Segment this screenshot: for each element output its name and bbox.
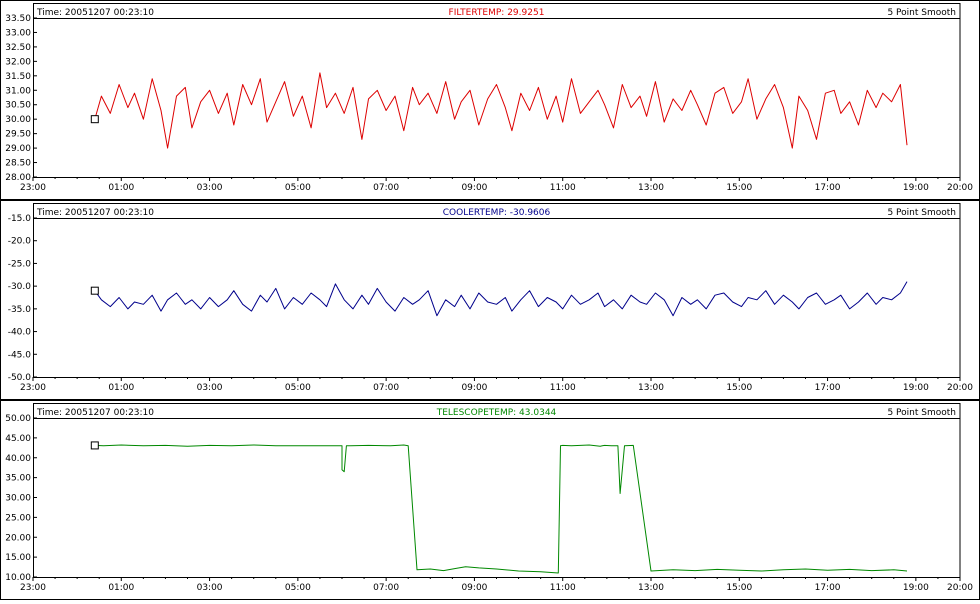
smoothing-label: 5 Point Smooth	[887, 408, 956, 418]
y-tick-label: 33.50	[5, 14, 31, 24]
y-tick-label: 15.00	[5, 553, 31, 563]
x-tick-label: 01:00	[108, 383, 134, 393]
x-tick-label: 09:00	[461, 183, 487, 193]
y-tick-label: -15.0	[8, 214, 32, 224]
panel-frame	[0, 400, 980, 600]
y-tick-label: 45.00	[5, 434, 31, 444]
x-tick-label: 11:00	[550, 583, 576, 593]
chart-title: COOLERTEMP: -30.9606	[443, 208, 551, 218]
smoothing-label: 5 Point Smooth	[887, 8, 956, 18]
y-tick-label: 28.00	[5, 173, 31, 183]
y-tick-label: 50.00	[5, 414, 31, 424]
smoothing-label: 5 Point Smooth	[887, 208, 956, 218]
y-tick-label: -25.0	[8, 259, 32, 269]
chart-panel-1: Time: 20051207 00:23:10 FILTERTEMP: 29.92…	[0, 0, 980, 200]
series-line	[94, 444, 908, 574]
y-tick-label: -45.0	[8, 350, 32, 360]
series-line	[94, 281, 908, 317]
y-tick-label: -30.0	[8, 282, 32, 292]
time-label: Time: 20051207 00:23:10	[36, 208, 154, 218]
y-tick-label: 35.00	[5, 474, 31, 484]
y-tick-label: -35.0	[8, 305, 32, 315]
y-tick-label: 30.00	[5, 115, 31, 125]
x-tick-label: 09:00	[461, 583, 487, 593]
x-tick-label: 20:00	[947, 583, 973, 593]
panel-frame	[0, 0, 980, 200]
x-tick-label: 13:00	[638, 583, 664, 593]
y-tick-label: 33.00	[5, 28, 31, 38]
y-tick-label: 30.50	[5, 101, 31, 111]
x-tick-label: 20:00	[947, 383, 973, 393]
y-tick-label: 32.00	[5, 57, 31, 67]
series-line	[94, 72, 908, 149]
x-tick-label: 03:00	[197, 583, 223, 593]
y-tick-label: 25.00	[5, 513, 31, 523]
x-tick-label: 07:00	[373, 383, 399, 393]
time-label: Time: 20051207 00:23:10	[36, 8, 154, 18]
x-tick-label: 03:00	[197, 183, 223, 193]
x-tick-label: 05:00	[285, 383, 311, 393]
panel-frame	[0, 200, 980, 400]
x-tick-label: 17:00	[815, 183, 841, 193]
x-tick-label: 19:00	[903, 583, 929, 593]
chart-panel-3: Time: 20051207 00:23:10 TELESCOPETEMP: 43…	[0, 400, 980, 600]
y-tick-label: 31.00	[5, 86, 31, 96]
start-marker	[90, 441, 99, 450]
y-tick-label: 31.50	[5, 72, 31, 82]
y-tick-label: -20.0	[8, 237, 32, 247]
x-tick-label: 11:00	[550, 383, 576, 393]
x-tick-label: 15:00	[726, 183, 752, 193]
chart-panel-2: Time: 20051207 00:23:10 COOLERTEMP: -30.9…	[0, 200, 980, 400]
x-tick-label: 05:00	[285, 183, 311, 193]
chart-title: FILTERTEMP: 29.9251	[449, 8, 545, 18]
x-tick-label: 19:00	[903, 383, 929, 393]
start-marker	[90, 115, 99, 124]
x-tick-label: 23:00	[20, 583, 46, 593]
x-tick-label: 05:00	[285, 583, 311, 593]
y-tick-label: -40.0	[8, 328, 32, 338]
x-tick-label: 15:00	[726, 383, 752, 393]
y-tick-label: 30.00	[5, 494, 31, 504]
y-tick-label: 10.00	[5, 573, 31, 583]
x-tick-label: 20:00	[947, 183, 973, 193]
x-tick-label: 11:00	[550, 183, 576, 193]
x-tick-label: 15:00	[726, 583, 752, 593]
x-tick-label: 13:00	[638, 383, 664, 393]
x-tick-label: 23:00	[20, 183, 46, 193]
x-tick-label: 01:00	[108, 583, 134, 593]
y-tick-label: 29.00	[5, 144, 31, 154]
x-tick-label: 19:00	[903, 183, 929, 193]
time-label: Time: 20051207 00:23:10	[36, 408, 154, 418]
y-tick-label: 29.50	[5, 130, 31, 140]
start-marker	[90, 286, 99, 295]
x-tick-label: 07:00	[373, 583, 399, 593]
x-tick-label: 17:00	[815, 383, 841, 393]
chart-title: TELESCOPETEMP: 43.0344	[436, 408, 557, 418]
x-tick-label: 13:00	[638, 183, 664, 193]
x-tick-label: 01:00	[108, 183, 134, 193]
x-tick-label: 07:00	[373, 183, 399, 193]
y-tick-label: 32.50	[5, 43, 31, 53]
y-tick-label: 40.00	[5, 454, 31, 464]
x-tick-label: 23:00	[20, 383, 46, 393]
y-tick-label: 28.50	[5, 159, 31, 169]
y-tick-label: 20.00	[5, 533, 31, 543]
x-tick-label: 09:00	[461, 383, 487, 393]
y-tick-label: -50.0	[8, 373, 32, 383]
x-tick-label: 17:00	[815, 583, 841, 593]
x-tick-label: 03:00	[197, 383, 223, 393]
